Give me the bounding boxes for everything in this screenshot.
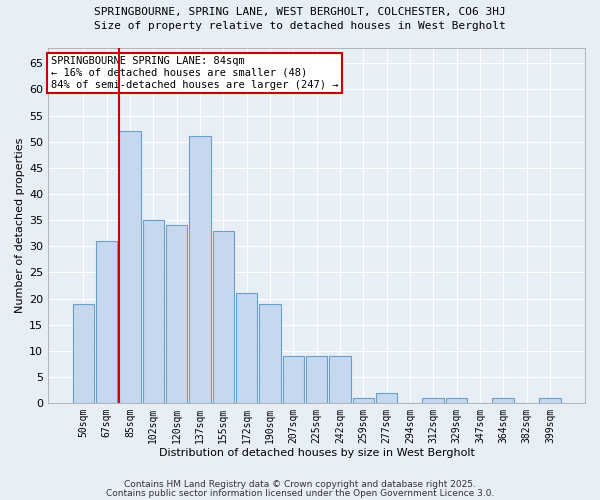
Bar [189, 136, 211, 403]
Bar [283, 356, 304, 403]
Bar [376, 393, 397, 403]
X-axis label: Distribution of detached houses by size in West Bergholt: Distribution of detached houses by size … [158, 448, 475, 458]
Text: Contains HM Land Registry data © Crown copyright and database right 2025.: Contains HM Land Registry data © Crown c… [124, 480, 476, 489]
Bar [143, 220, 164, 403]
Bar [329, 356, 350, 403]
Bar [353, 398, 374, 403]
Bar [422, 398, 444, 403]
Bar [539, 398, 560, 403]
Y-axis label: Number of detached properties: Number of detached properties [15, 138, 25, 313]
Bar [259, 304, 281, 403]
Bar [73, 304, 94, 403]
Bar [493, 398, 514, 403]
Bar [166, 226, 187, 403]
Text: Size of property relative to detached houses in West Bergholt: Size of property relative to detached ho… [94, 21, 506, 31]
Bar [96, 241, 118, 403]
Text: SPRINGBOURNE SPRING LANE: 84sqm
← 16% of detached houses are smaller (48)
84% of: SPRINGBOURNE SPRING LANE: 84sqm ← 16% of… [51, 56, 338, 90]
Text: SPRINGBOURNE, SPRING LANE, WEST BERGHOLT, COLCHESTER, CO6 3HJ: SPRINGBOURNE, SPRING LANE, WEST BERGHOLT… [94, 8, 506, 18]
Bar [212, 230, 234, 403]
Bar [446, 398, 467, 403]
Bar [119, 131, 140, 403]
Bar [306, 356, 328, 403]
Bar [236, 294, 257, 403]
Text: Contains public sector information licensed under the Open Government Licence 3.: Contains public sector information licen… [106, 489, 494, 498]
